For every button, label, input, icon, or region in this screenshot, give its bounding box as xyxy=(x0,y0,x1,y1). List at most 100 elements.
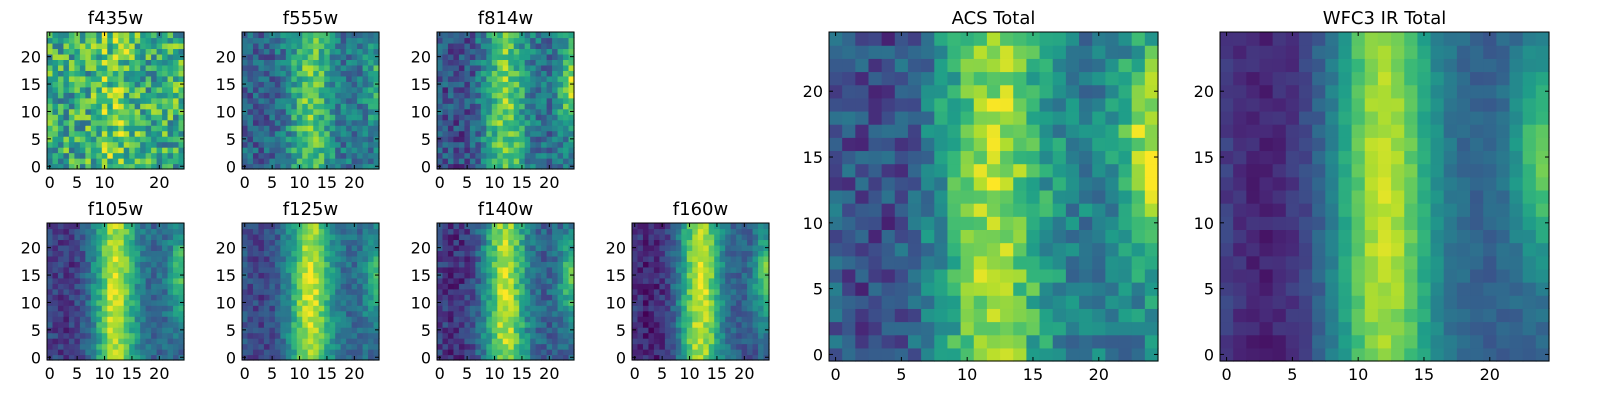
heatmap-cell xyxy=(252,163,260,170)
heatmap-cell xyxy=(357,53,364,60)
heatmap-cell xyxy=(530,103,537,110)
heatmap-cell xyxy=(437,75,444,82)
heatmap-cell xyxy=(362,277,369,284)
heatmap-cell xyxy=(881,229,896,244)
heatmap-cell xyxy=(894,150,909,165)
heatmap-cell xyxy=(368,261,375,268)
heatmap-cell xyxy=(318,228,325,235)
heatmap-cell xyxy=(242,141,249,148)
heatmap-cell xyxy=(535,244,542,251)
heatmap-cell xyxy=(541,244,548,251)
heatmap-cell xyxy=(1065,176,1080,191)
axes-frame xyxy=(241,31,380,170)
heatmap-cell xyxy=(123,81,130,88)
heatmap-cell xyxy=(307,255,314,262)
heatmap-cell xyxy=(670,266,677,273)
heatmap-cell xyxy=(469,349,476,356)
heatmap-cell xyxy=(129,294,136,301)
heatmap-cell xyxy=(973,268,988,283)
heatmap-cell xyxy=(502,53,509,60)
heatmap-cell xyxy=(242,266,249,273)
heatmap-cell xyxy=(368,75,375,82)
heatmap-cell xyxy=(362,250,369,257)
heatmap-cell xyxy=(1065,268,1080,283)
heatmap-cell xyxy=(368,223,375,230)
heatmap-cell xyxy=(1026,242,1041,257)
y-tick-label: 5 xyxy=(616,321,626,340)
heatmap-cell xyxy=(129,310,136,317)
heatmap-cell xyxy=(68,327,75,334)
heatmap-cell xyxy=(285,130,292,137)
heatmap-cell xyxy=(263,310,270,317)
heatmap-cell xyxy=(313,277,320,284)
heatmap-cell xyxy=(670,244,677,251)
heatmap-cell xyxy=(469,272,476,279)
heatmap-cell xyxy=(524,233,531,241)
heatmap-cell xyxy=(269,321,276,328)
heatmap-cell xyxy=(346,321,353,328)
heatmap-cell xyxy=(568,97,575,104)
heatmap-cell xyxy=(324,327,331,334)
heatmap-cell xyxy=(535,108,542,115)
heatmap-cell xyxy=(252,97,260,104)
heatmap-cell xyxy=(1079,255,1093,270)
heatmap-cell xyxy=(491,266,498,273)
heatmap-cell xyxy=(79,239,86,246)
heatmap-cell xyxy=(247,255,254,262)
heatmap-cell xyxy=(280,81,287,88)
heatmap-cell xyxy=(274,147,281,154)
heatmap-cell xyxy=(68,130,75,137)
heatmap-cell xyxy=(469,92,476,99)
heatmap-cell xyxy=(74,233,81,241)
heatmap-cell xyxy=(274,130,281,137)
heatmap-cell xyxy=(453,70,460,77)
heatmap-cell xyxy=(763,250,770,257)
heatmap-cell xyxy=(296,136,303,143)
heatmap-cell xyxy=(134,163,141,170)
heatmap-cell xyxy=(318,70,325,77)
heatmap-cell xyxy=(894,282,909,296)
heatmap-cell xyxy=(986,229,1001,244)
heatmap-cell xyxy=(247,223,254,230)
heatmap-cell xyxy=(368,255,375,262)
heatmap-cell xyxy=(302,103,309,110)
heatmap-cell xyxy=(52,316,59,323)
heatmap-cell xyxy=(63,81,70,88)
heatmap-cell xyxy=(842,347,856,362)
heatmap-cell xyxy=(263,327,270,334)
heatmap-cell xyxy=(373,228,380,235)
x-tick-label: 5 xyxy=(267,173,277,192)
heatmap-cell xyxy=(458,70,465,77)
heatmap-cell xyxy=(535,136,542,143)
heatmap-cell xyxy=(513,136,520,143)
heatmap-cell xyxy=(552,158,559,165)
heatmap-cell xyxy=(118,343,125,350)
heatmap-cell xyxy=(486,327,493,334)
heatmap-cell xyxy=(162,310,169,317)
heatmap-cell xyxy=(340,223,347,230)
heatmap-cell xyxy=(269,228,276,235)
heatmap-cell xyxy=(1144,334,1159,349)
heatmap-cell xyxy=(642,244,650,251)
heatmap-cell xyxy=(921,229,935,244)
heatmap-cell xyxy=(47,277,54,284)
heatmap-cell xyxy=(162,130,169,137)
heatmap-cell xyxy=(112,119,119,126)
heatmap-cell xyxy=(648,250,655,257)
heatmap-cell xyxy=(57,277,65,284)
heatmap-cell xyxy=(497,283,504,290)
heatmap-cell xyxy=(79,327,86,334)
heatmap-cell xyxy=(63,119,70,126)
heatmap-cell xyxy=(96,70,103,77)
heatmap-cell xyxy=(101,255,108,262)
heatmap-cell xyxy=(541,97,548,104)
heatmap-cell xyxy=(129,343,136,350)
heatmap-cell xyxy=(675,354,682,361)
heatmap-cell xyxy=(324,228,331,235)
heatmap-cell xyxy=(151,152,158,159)
heatmap-cell xyxy=(530,343,537,350)
heatmap-cell xyxy=(57,228,65,235)
heatmap-cell xyxy=(513,223,520,230)
heatmap-cell xyxy=(296,108,303,115)
heatmap-cell xyxy=(362,343,369,350)
